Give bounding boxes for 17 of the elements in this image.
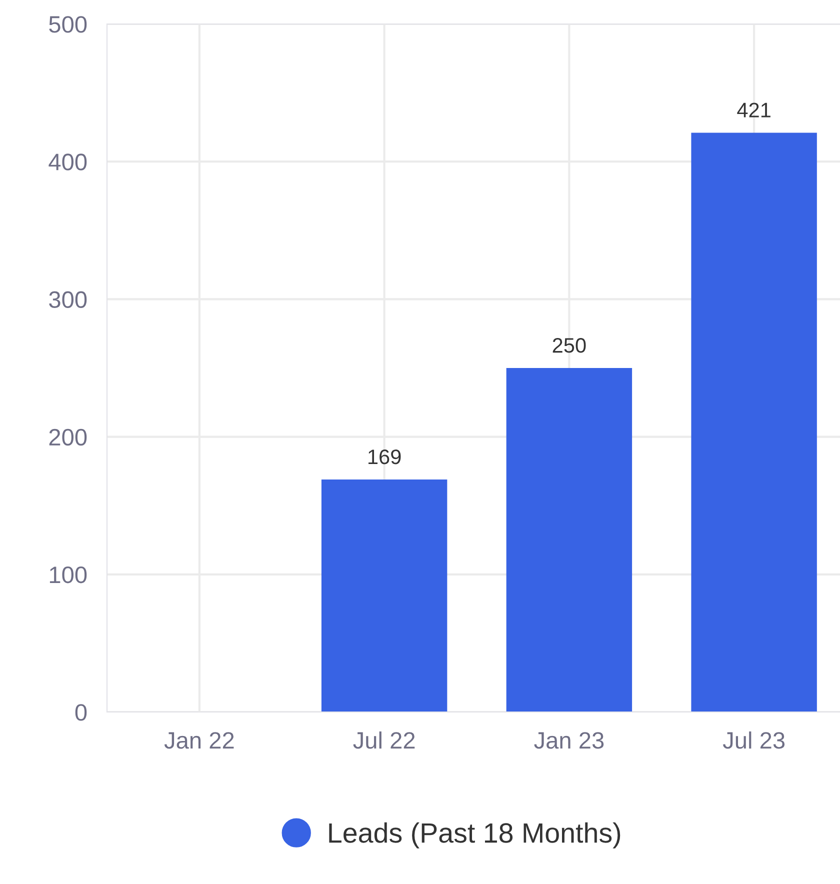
legend-label: Leads (Past 18 Months) [329,822,620,848]
bar [321,479,448,712]
x-tick-label: Jan 23 [534,732,604,749]
y-tick-label: 400 [48,154,87,170]
x-tick-label: Jul 22 [353,731,415,749]
bar [506,368,632,712]
y-tick-label: 200 [49,428,87,446]
y-tick-label: 300 [49,291,87,308]
data-label: 421 [737,102,770,118]
y-tick-label: 100 [50,566,87,584]
x-tick-label: Jul 23 [722,731,785,749]
y-tick-label: 0 [75,704,87,721]
bar [691,132,817,712]
x-tick-label: Jan 22 [164,732,234,749]
data-label: 250 [552,338,586,353]
y-tick-label: 500 [49,16,87,33]
data-label: 169 [368,449,401,464]
